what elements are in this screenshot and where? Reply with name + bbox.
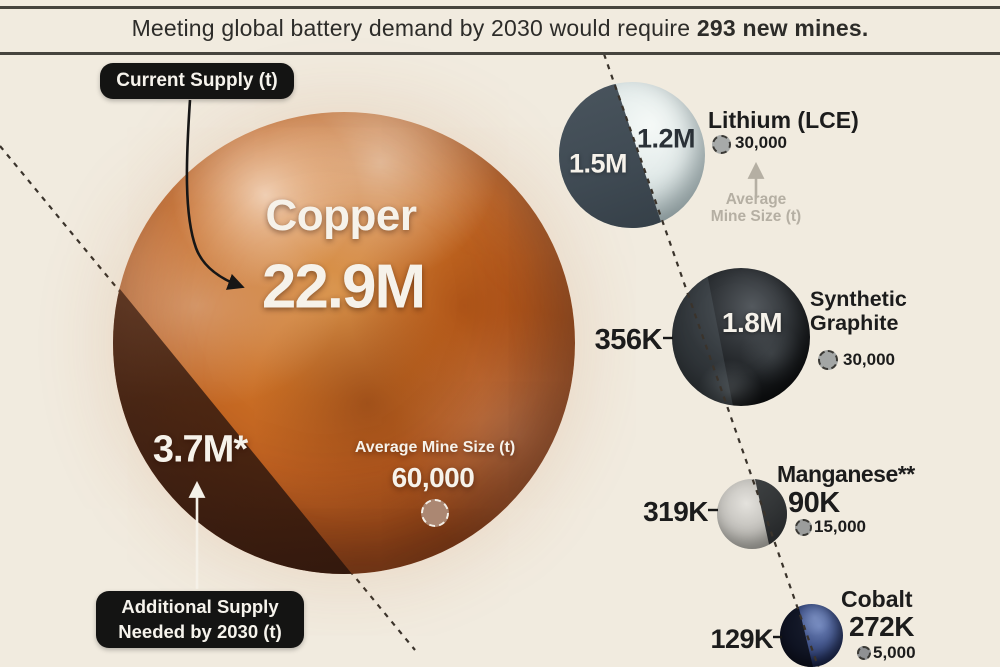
current-supply-legend-pill: Current Supply (t): [100, 63, 294, 99]
current-supply-legend-label: Current Supply (t): [116, 70, 278, 91]
cobalt-sphere: [780, 604, 843, 667]
copper-sphere: [113, 112, 575, 574]
manganese-additional-segment: [755, 479, 787, 549]
copper-name: Copper: [265, 191, 418, 240]
cobalt-additional-value: 129K: [710, 624, 773, 654]
manganese-additional-value: 319K: [643, 496, 708, 527]
lithium-additional-value: 1.5M: [568, 148, 628, 179]
manganese-sphere: [717, 479, 787, 549]
lithium-mine-size-icon: [712, 135, 731, 154]
cobalt-name: Cobalt: [841, 586, 913, 612]
additional-supply-legend-line1: Additional Supply: [121, 596, 279, 618]
cobalt-additional-segment: [780, 604, 813, 667]
manganese-name: Manganese**: [777, 461, 915, 487]
copper-avg-mine-size-value: 60,000: [391, 462, 475, 493]
cobalt-mine-size-icon: [857, 646, 871, 660]
banner-top-rule: [0, 6, 1000, 9]
copper-current-value: 22.9M: [261, 252, 426, 322]
banner-title-bold: 293 new mines.: [696, 15, 869, 41]
banner-title: Meeting global battery demand by 2030 wo…: [0, 15, 1000, 42]
cobalt-mine-size-value: 5,000: [873, 643, 916, 662]
manganese-current-value: 90K: [788, 487, 840, 519]
lithium-mine-size-value: 30,000: [735, 133, 787, 152]
copper-additional-value: 3.7M*: [152, 428, 248, 471]
banner-title-regular: Meeting global battery demand by 2030 wo…: [131, 15, 691, 41]
lithium-current-value: 1.2M: [636, 123, 696, 154]
graphite-additional-value: 356K: [594, 324, 663, 356]
avg-mine-size-callout-line2: Mine Size (t): [710, 208, 802, 226]
graphite-name: Synthetic Graphite: [810, 287, 907, 335]
additional-supply-legend-pill: Additional Supply Needed by 2030 (t): [96, 591, 304, 648]
lithium-name: Lithium (LCE): [708, 107, 859, 133]
manganese-mine-size-icon: [795, 519, 812, 536]
avg-mine-size-callout: Average Mine Size (t): [691, 191, 821, 226]
graphite-current-value: 1.8M: [721, 307, 783, 338]
graphite-mine-size-value: 30,000: [843, 350, 895, 369]
banner-bottom-rule: [0, 52, 1000, 55]
manganese-mine-size-value: 15,000: [814, 517, 866, 536]
graphite-mine-size-icon: [818, 350, 838, 370]
avg-mine-size-callout-line1: Average: [725, 191, 787, 208]
additional-supply-legend-line2: Needed by 2030 (t): [118, 620, 282, 642]
copper-additional-segment: [113, 283, 352, 574]
copper-avg-mine-size-label: Average Mine Size (t): [354, 439, 516, 456]
copper-mine-size-icon: [421, 499, 449, 527]
cobalt-current-value: 272K: [849, 611, 914, 642]
